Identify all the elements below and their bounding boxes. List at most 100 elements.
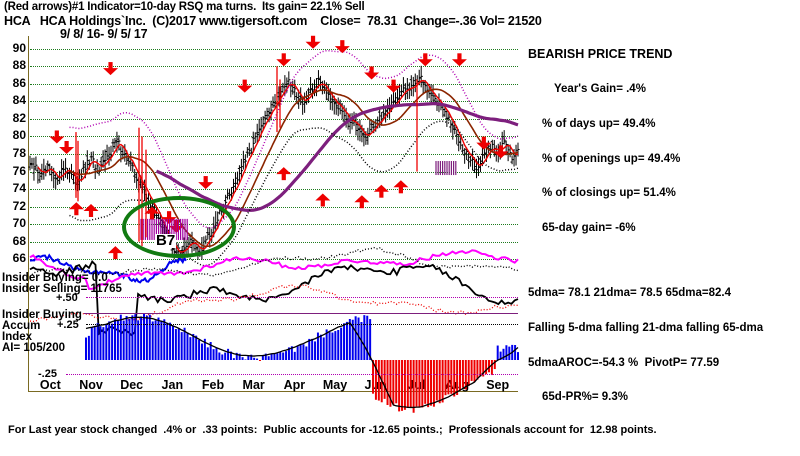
month-tick-sep: Sep <box>486 378 510 392</box>
sell-arrow-down-10 <box>364 66 380 80</box>
gridline-72 <box>30 206 518 208</box>
month-tick-may: May <box>322 378 348 392</box>
buy-arrow-up-6 <box>354 195 370 209</box>
annotation-label: B7 <box>155 232 177 249</box>
sell-arrow-down-6 <box>237 79 253 93</box>
reference-line-plus-25 <box>86 324 518 325</box>
relative-strength-dotted-line <box>29 246 519 278</box>
price-tick-84: 84 <box>12 93 26 108</box>
price-tick-80: 80 <box>12 128 26 143</box>
accum-index-value: AI= 105/200 <box>2 342 65 354</box>
gridline-68 <box>30 241 518 243</box>
price-tick-76: 76 <box>12 163 26 178</box>
reference-line-minus-25 <box>66 374 518 375</box>
insider-power-guide-dotted <box>29 284 519 323</box>
gridline-86 <box>30 83 518 85</box>
gridline-88 <box>30 66 518 68</box>
sell-arrow-down-13 <box>451 53 467 67</box>
closing-power-line-2 <box>121 256 187 284</box>
price-tick-78: 78 <box>12 146 26 160</box>
month-tick-jan: Jan <box>161 378 184 392</box>
tick-plus-50: +.50 <box>56 292 78 304</box>
sell-arrow-down-14 <box>476 136 492 150</box>
upper-band-dotted <box>69 49 519 229</box>
buy-arrow-up-7 <box>373 184 389 198</box>
month-tick-oct: Oct <box>39 378 61 392</box>
ma-5-day <box>37 79 519 253</box>
sell-arrow-down-8 <box>305 35 321 49</box>
years-gain: Year's Gain= .4% <box>554 82 646 95</box>
annotation-ellipse-highlight <box>122 196 236 258</box>
price-tick-72: 72 <box>12 198 26 213</box>
pr-65d: 65d-PR%= 9.3% <box>542 391 628 404</box>
insider-selling-value: Insider Selling= 11765 <box>2 283 122 295</box>
sell-arrow-down-15 <box>493 145 509 159</box>
date-range-label: 9/ 8/ 16- 9/ 5/ 17 <box>60 27 148 41</box>
gridline-76 <box>30 171 518 173</box>
chart-axes-frame <box>28 36 518 392</box>
buy-arrow-up-1 <box>83 203 99 217</box>
month-tick-apr: Apr <box>283 378 306 392</box>
gain-65-day: 65-day gain= -6% <box>542 222 636 235</box>
month-tick-dec: Dec <box>120 378 144 392</box>
insider-buying-value: Insider Buying= 0.0 <box>2 272 108 284</box>
sell-arrow-down-2 <box>103 62 119 76</box>
dma-direction: Falling 5-dma falling 21-dma falling 65-… <box>528 321 764 334</box>
sell-arrow-down-5 <box>198 176 214 190</box>
gridline-90 <box>30 48 518 50</box>
ticker-quote-line: HCA HCA Holdings`Inc. (C)2017 www.tigers… <box>4 14 542 28</box>
footer-line-1: For Last year stock changed .4% or .33 p… <box>8 424 657 437</box>
price-tick-70: 70 <box>12 216 26 231</box>
buy-arrow-up-8 <box>393 180 409 194</box>
month-tick-mar: Mar <box>242 378 265 392</box>
buy-arrow-up-2 <box>107 246 123 260</box>
sell-arrow-down-0 <box>49 130 65 144</box>
month-tick-nov: Nov <box>79 378 103 392</box>
ma-21-day <box>69 88 519 248</box>
accumulation-index-smoothing-line <box>85 316 519 409</box>
buy-arrow-up-4 <box>276 167 292 181</box>
indicator-1-caption: (Red arrows)#1 Indicator=10-day RSQ ma t… <box>4 1 365 13</box>
gridline-70 <box>30 224 518 226</box>
obv-line <box>29 249 519 290</box>
accum-label-line2: Accum <box>2 320 41 332</box>
lower-band-dotted <box>69 120 519 267</box>
pct-openings-up: % of openings up= 49.4% <box>542 152 681 165</box>
accumulation-index-histogram <box>85 313 519 413</box>
footer-indicator-notes: For Last year stock changed .4% or .33 p… <box>0 398 800 456</box>
sell-arrow-down-12 <box>417 53 433 67</box>
magenta-signal-cluster-2 <box>435 161 457 176</box>
price-tick-66: 66 <box>12 251 26 266</box>
pct-days-up: % of days up= 49.4% <box>542 117 656 130</box>
reference-line-plus-50 <box>86 297 518 298</box>
month-tick-feb: Feb <box>201 378 225 392</box>
buy-arrow-up-0 <box>68 202 84 216</box>
tick-minus-25: -.25 <box>38 368 57 380</box>
gridline-66 <box>30 259 518 261</box>
sell-arrow-down-7 <box>276 53 292 67</box>
price-tick-90: 90 <box>12 40 26 55</box>
sell-arrow-down-9 <box>334 40 350 54</box>
sell-arrow-down-11 <box>386 79 402 93</box>
pct-closings-up: % of closings up= 51.4% <box>542 187 676 200</box>
price-tick-74: 74 <box>12 181 26 196</box>
gridline-84 <box>30 101 518 103</box>
dma-values: 5dma= 78.1 21dma= 78.5 65dma=82.4 <box>528 287 731 300</box>
price-tick-88: 88 <box>12 58 26 73</box>
reference-line-zero <box>84 313 518 314</box>
buy-arrow-up-5 <box>315 193 331 207</box>
tick-plus-25: +.25 <box>57 319 79 331</box>
price-tick-82: 82 <box>12 110 26 125</box>
analysis-info-panel: BEARISH PRICE TREND Year's Gain= .4% % o… <box>528 26 800 403</box>
price-tick-68: 68 <box>12 233 26 248</box>
accum-label-line3: Index <box>2 331 33 343</box>
sell-arrow-down-1 <box>59 141 75 154</box>
gridline-78 <box>30 154 518 155</box>
trend-title: BEARISH PRICE TREND <box>528 47 673 62</box>
accum-label-line1: Insider Buying <box>2 309 82 321</box>
gridline-82 <box>30 118 518 120</box>
price-tick-86: 86 <box>12 75 26 90</box>
